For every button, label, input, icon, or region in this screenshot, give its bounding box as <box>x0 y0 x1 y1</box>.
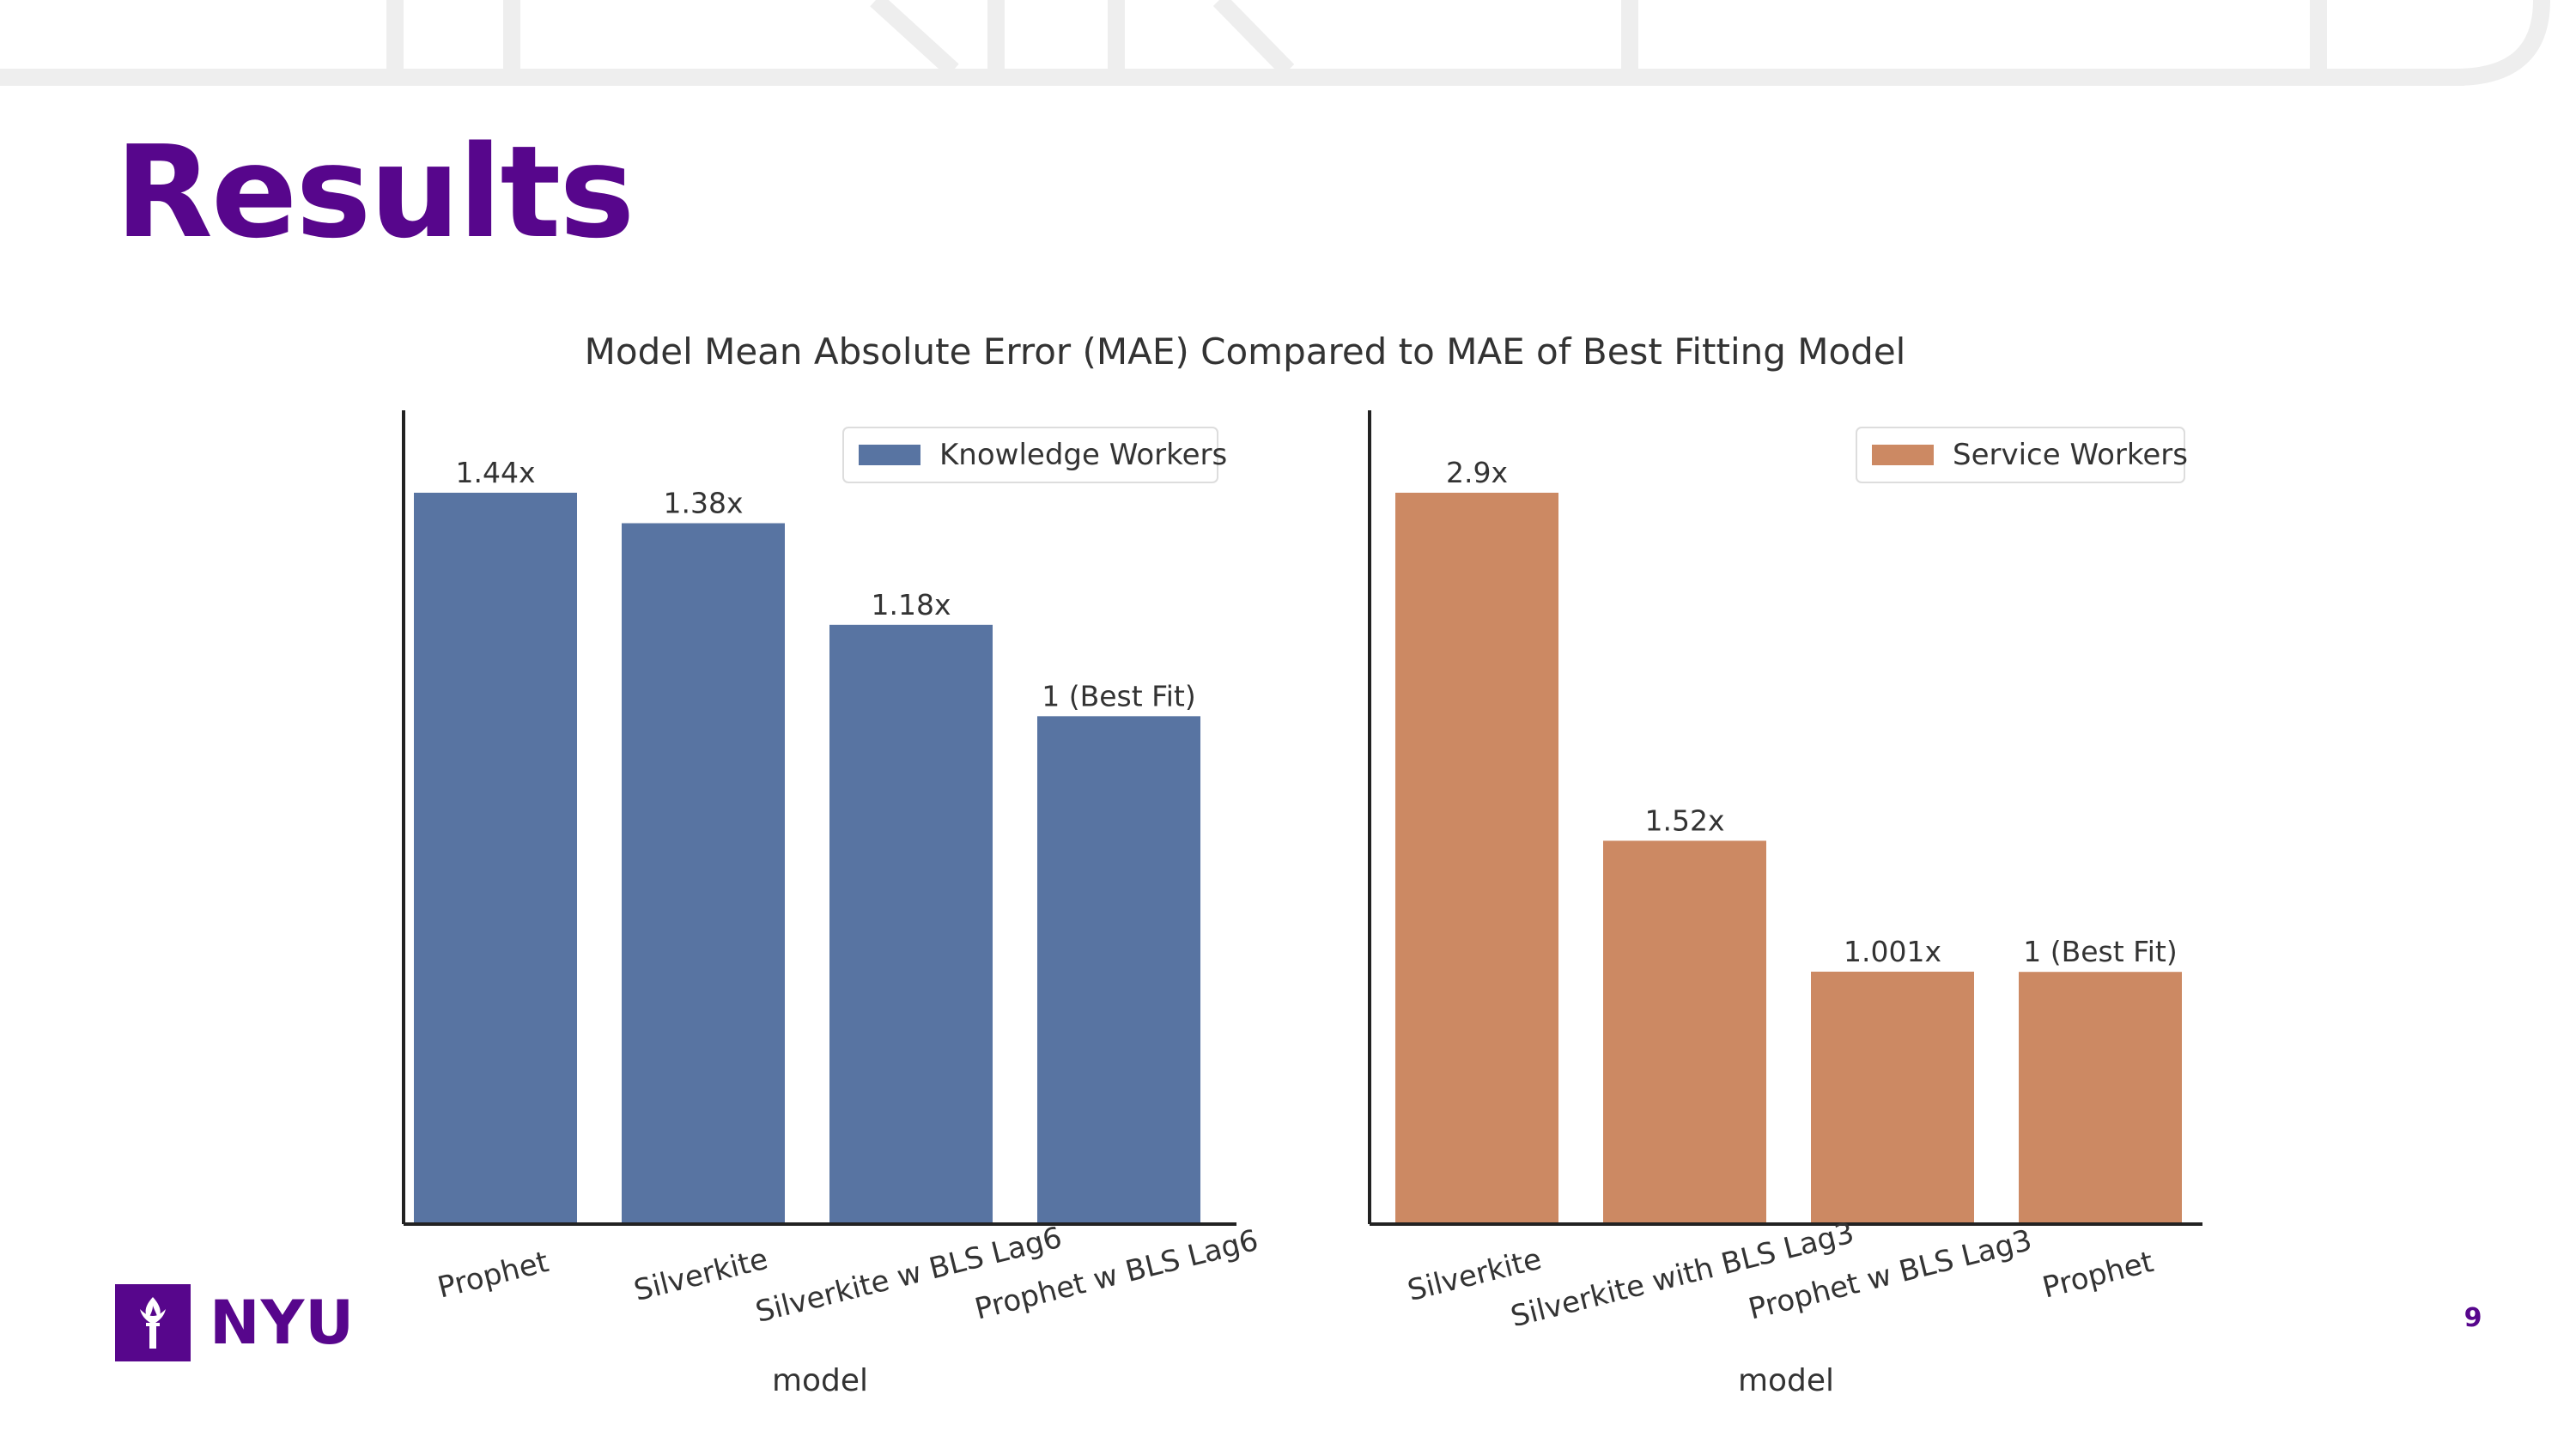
bar-value-label: 1 (Best Fit) <box>1042 679 1196 712</box>
bar-value-label: 1.18x <box>871 588 951 621</box>
bar-value-label: 1 (Best Fit) <box>2023 935 2178 968</box>
bar-knowledge-2 <box>829 624 993 1222</box>
legend-label: Knowledge Workers <box>939 438 1227 472</box>
bar-knowledge-1 <box>622 523 785 1222</box>
page-number: 9 <box>2464 1303 2482 1333</box>
chart-title: Model Mean Absolute Error (MAE) Compared… <box>585 330 1906 373</box>
page-title: Results <box>115 118 635 266</box>
x-axis-title: model <box>1738 1363 1834 1398</box>
bar-service-1 <box>1603 840 1766 1222</box>
bar-value-label: 2.9x <box>1446 456 1508 489</box>
legend-box <box>842 427 1218 483</box>
x-axis-title: model <box>772 1363 868 1398</box>
category-tick-label: Silverkite <box>630 1242 771 1308</box>
legend-swatch <box>859 445 920 465</box>
logo-text: NYU <box>210 1288 355 1358</box>
legend-box <box>1856 427 2185 483</box>
bar-value-label: 1.44x <box>455 456 535 489</box>
bar-service-2 <box>1811 971 1974 1222</box>
nyu-logo: NYU <box>115 1284 355 1361</box>
bar-knowledge-3 <box>1037 716 1200 1222</box>
decorative-header-shapes <box>0 0 2550 86</box>
bar-service-3 <box>2019 972 2182 1222</box>
bar-knowledge-0 <box>414 493 577 1222</box>
category-tick-label: Silverkite with BLS Lag3 <box>1507 1216 1857 1334</box>
category-tick-label: Prophet <box>2039 1245 2157 1306</box>
category-tick-label: Prophet <box>434 1245 552 1306</box>
torch-icon <box>115 1284 191 1361</box>
bar-value-label: 1.001x <box>1844 935 1941 968</box>
legend-label: Service Workers <box>1953 438 2188 472</box>
header-band <box>0 69 2464 86</box>
bar-value-label: 1.52x <box>1644 803 1724 837</box>
bar-value-label: 1.38x <box>663 487 743 520</box>
legend-swatch <box>1872 445 1934 465</box>
bar-service-0 <box>1395 493 1558 1222</box>
